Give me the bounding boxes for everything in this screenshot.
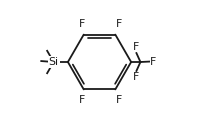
Text: F: F: [133, 72, 139, 82]
Text: Si: Si: [49, 57, 59, 67]
Text: F: F: [79, 95, 85, 105]
Text: F: F: [150, 57, 156, 67]
Text: F: F: [79, 19, 85, 29]
Text: F: F: [115, 19, 122, 29]
Text: F: F: [115, 95, 122, 105]
Text: F: F: [133, 42, 139, 52]
